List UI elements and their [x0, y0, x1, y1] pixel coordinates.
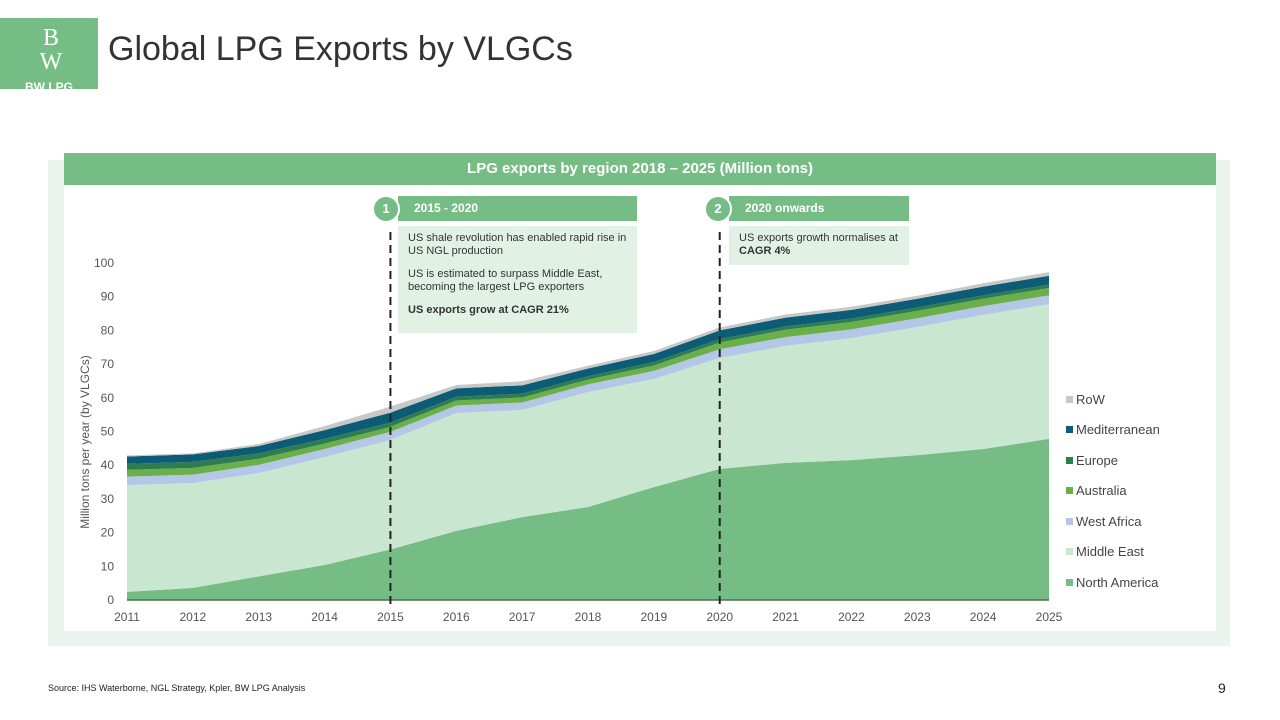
- phase-1-header: 2015 - 2020: [398, 196, 637, 221]
- legend-swatch: [1066, 487, 1073, 495]
- phase-1-note: US shale revolution has enabled rapid ri…: [408, 232, 627, 257]
- phase-1-badge: 1: [372, 195, 400, 223]
- y-tick-label: 70: [101, 357, 115, 371]
- phase-1-highlight: US exports grow at CAGR 21%: [408, 304, 569, 316]
- y-tick-label: 0: [107, 593, 114, 607]
- legend-item: Australia: [1066, 476, 1160, 507]
- area-west-africa: [127, 295, 1049, 486]
- legend-item: Europe: [1066, 445, 1160, 476]
- area-europe: [127, 284, 1049, 470]
- x-tick-label: 2024: [970, 610, 997, 624]
- y-tick-label: 90: [101, 290, 115, 304]
- x-tick-label: 2021: [772, 610, 799, 624]
- phase-2-note: US exports growth normalises at: [739, 232, 898, 244]
- y-tick-label: 30: [101, 492, 115, 506]
- legend-swatch: [1066, 578, 1073, 586]
- legend-label: West Africa: [1076, 513, 1142, 529]
- phase-2-notes: US exports growth normalises at CAGR 4%: [729, 226, 909, 265]
- y-tick-label: 60: [101, 391, 115, 405]
- phase-1-note: US is estimated to surpass Middle East, …: [408, 268, 603, 293]
- x-tick-label: 2011: [114, 610, 140, 624]
- x-tick-label: 2023: [904, 610, 931, 624]
- area-australia: [127, 287, 1049, 477]
- phase-2-badge: 2: [704, 195, 732, 223]
- y-tick-label: 50: [101, 425, 115, 439]
- area-mediterranean: [127, 275, 1049, 464]
- legend-label: Middle East: [1076, 544, 1144, 560]
- x-tick-label: 2012: [180, 610, 207, 624]
- x-tick-label: 2016: [443, 610, 470, 624]
- x-tick-label: 2022: [838, 610, 865, 624]
- legend-swatch: [1066, 426, 1073, 434]
- x-tick-label: 2017: [509, 610, 536, 624]
- y-axis-label: Million tons per year (by VLGCs): [78, 355, 92, 528]
- y-tick-label: 20: [101, 526, 115, 540]
- x-tick-label: 2025: [1036, 610, 1063, 624]
- area-row: [127, 272, 1049, 457]
- legend-label: Europe: [1076, 452, 1118, 468]
- phase-1-notes: US shale revolution has enabled rapid ri…: [398, 226, 637, 333]
- legend-label: RoW: [1076, 391, 1105, 407]
- y-tick-label: 100: [94, 256, 114, 270]
- legend-label: Mediterranean: [1076, 422, 1160, 438]
- area-middle-east: [127, 304, 1049, 592]
- legend-item: Middle East: [1066, 537, 1160, 568]
- legend-item: West Africa: [1066, 506, 1160, 537]
- legend-item: North America: [1066, 567, 1160, 598]
- x-tick-label: 2013: [245, 610, 272, 624]
- x-tick-label: 2015: [377, 610, 404, 624]
- y-tick-label: 80: [101, 323, 115, 337]
- phase-2-highlight: CAGR 4%: [739, 245, 791, 257]
- legend-swatch: [1066, 548, 1073, 556]
- legend-swatch: [1066, 395, 1073, 403]
- source-note: Source: IHS Waterborne, NGL Strategy, Kp…: [48, 683, 306, 693]
- x-tick-label: 2014: [311, 610, 338, 624]
- y-tick-label: 10: [101, 559, 115, 573]
- x-tick-label: 2020: [706, 610, 733, 624]
- legend-label: North America: [1076, 574, 1159, 590]
- legend: RoW Mediterranean Europe Australia West Afri…: [1066, 384, 1160, 598]
- page-number: 9: [1218, 680, 1226, 696]
- x-tick-label: 2019: [641, 610, 668, 624]
- chart-header: LPG exports by region 2018 – 2025 (Milli…: [64, 153, 1216, 185]
- legend-item: RoW: [1066, 384, 1160, 415]
- page-title: Global LPG Exports by VLGCs: [108, 30, 573, 68]
- area-north-america: [127, 438, 1049, 600]
- logo-text: BW LPG: [25, 80, 73, 94]
- y-tick-label: 40: [101, 458, 115, 472]
- legend-swatch: [1066, 456, 1073, 464]
- legend-item: Mediterranean: [1066, 415, 1160, 446]
- legend-label: Australia: [1076, 483, 1127, 499]
- x-tick-label: 2018: [575, 610, 602, 624]
- phase-2-header: 2020 onwards: [729, 196, 909, 221]
- legend-swatch: [1066, 517, 1073, 525]
